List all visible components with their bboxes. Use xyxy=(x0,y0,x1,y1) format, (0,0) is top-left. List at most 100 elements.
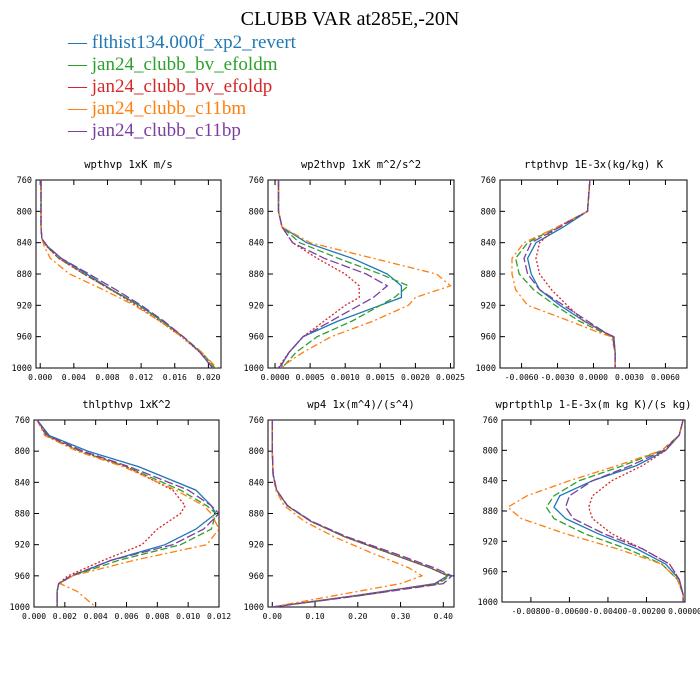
chart-panel: wp2thvp 1xK m^2/s^2 760 800 840 880 920 960 100… xyxy=(244,159,466,382)
chart-panel: wpthvp 1xK m/s76080084088092096010000.00… xyxy=(12,159,222,382)
y-tick-label: 960 xyxy=(249,572,264,582)
series-line xyxy=(553,420,684,602)
chart-panel: wp4 1x(m^4)/(s^4)76080084088092096010000… xyxy=(244,399,455,621)
chart-title: wp2thvp 1xK m^2/s^2 xyxy=(301,159,421,171)
series-line xyxy=(271,420,424,607)
y-tick-label: 800 xyxy=(249,207,264,217)
y-tick-label: 760 xyxy=(15,416,30,426)
x-tick-label: -0.00600 xyxy=(550,607,589,616)
y-tick-label: 840 xyxy=(481,239,496,249)
x-tick-label: -0.0030 xyxy=(541,373,575,382)
series-line xyxy=(526,180,616,368)
x-tick-label: 0.002 xyxy=(53,612,77,621)
y-tick-label: 800 xyxy=(17,207,32,217)
y-tick-label: 1000 xyxy=(478,598,498,608)
chart-title: rtpthvp 1E-3x(kg/kg) K xyxy=(524,159,664,171)
y-tick-label: 920 xyxy=(15,541,30,551)
x-tick-label: 0.0000 xyxy=(261,373,290,382)
x-tick-label: 0.00000 xyxy=(668,607,700,616)
chart-panel: wprtpthlp 1-E-3x(m kg K)/(s kg) 760 800 840… xyxy=(478,399,700,616)
y-tick-label: 800 xyxy=(15,447,30,457)
legend-item: — jan24_clubb_bv_efoldm xyxy=(68,54,296,76)
x-tick-label: 0.000 xyxy=(28,373,52,382)
y-tick-label: 920 xyxy=(249,301,264,311)
y-tick-label: 920 xyxy=(17,301,32,311)
x-tick-label: 0.010 xyxy=(176,612,200,621)
series-line xyxy=(36,420,219,607)
series-line xyxy=(545,420,684,602)
series-line xyxy=(40,180,216,368)
y-tick-label: 880 xyxy=(481,270,496,280)
x-tick-label: -0.0060 xyxy=(505,373,539,382)
x-tick-label: 0.0030 xyxy=(615,373,644,382)
y-tick-label: 760 xyxy=(483,416,498,426)
y-tick-label: 840 xyxy=(249,478,264,488)
y-tick-label: 760 xyxy=(17,176,32,186)
x-tick-label: 0.0000 xyxy=(579,373,608,382)
x-tick-label: 0.004 xyxy=(62,373,86,382)
x-tick-label: 0.0015 xyxy=(366,373,395,382)
series-line xyxy=(277,180,389,368)
legend-label: jan24_clubb_bv_efoldm xyxy=(91,54,278,75)
series-line xyxy=(277,180,360,368)
plot-frame xyxy=(501,419,686,603)
plot-frame xyxy=(267,179,455,369)
series-line xyxy=(588,420,684,602)
x-tick-label: 0.012 xyxy=(207,612,231,621)
x-tick-label: 0.020 xyxy=(196,373,220,382)
plot-frame xyxy=(35,179,222,369)
chart-panel: thlpthvp 1xK^276080084088092096010000.00… xyxy=(10,399,232,621)
series-line xyxy=(271,420,454,607)
legend-item: — jan24_clubb_bv_efoldp xyxy=(68,76,296,98)
chart-title: thlpthvp 1xK^2 xyxy=(82,399,171,411)
legend-swatch: — xyxy=(68,76,92,97)
y-tick-label: 960 xyxy=(481,333,496,343)
legend-label: jan24_clubb_bv_efoldp xyxy=(91,76,273,97)
x-tick-label: 0.0005 xyxy=(296,373,325,382)
chart-title: wprtpthlp 1-E-3x(m kg K)/(s kg) xyxy=(496,399,692,411)
legend-swatch: — xyxy=(68,32,92,53)
y-tick-label: 880 xyxy=(483,507,498,517)
y-tick-label: 920 xyxy=(249,541,264,551)
x-tick-label: -0.00200 xyxy=(627,607,666,616)
x-tick-label: 0.40 xyxy=(434,612,453,621)
x-tick-label: 0.30 xyxy=(391,612,410,621)
x-tick-label: 0.10 xyxy=(305,612,324,621)
x-tick-label: 0.0060 xyxy=(651,373,680,382)
y-tick-label: 880 xyxy=(15,510,30,520)
x-tick-label: 0.000 xyxy=(22,612,46,621)
legend-label: jan24_clubb_c11bp xyxy=(91,120,241,141)
series-line xyxy=(40,180,214,368)
series-line xyxy=(535,180,616,368)
legend-swatch: — xyxy=(68,98,92,119)
series-line xyxy=(36,420,219,607)
x-tick-label: 0.006 xyxy=(114,612,138,621)
x-tick-label: 0.008 xyxy=(145,612,169,621)
y-tick-label: 800 xyxy=(249,447,264,457)
x-tick-label: -0.00800 xyxy=(512,607,551,616)
y-tick-label: 800 xyxy=(483,446,498,456)
y-tick-label: 880 xyxy=(17,270,32,280)
y-tick-label: 1000 xyxy=(12,364,32,374)
plot-frame xyxy=(499,179,688,369)
y-tick-label: 880 xyxy=(249,270,264,280)
series-line xyxy=(277,180,403,368)
y-tick-label: 760 xyxy=(249,176,264,186)
series-line xyxy=(277,180,410,368)
legend-swatch: — xyxy=(68,54,92,75)
y-tick-label: 960 xyxy=(483,568,498,578)
series-line xyxy=(277,180,452,368)
x-tick-label: 0.012 xyxy=(129,373,153,382)
legend-item: — jan24_clubb_c11bp xyxy=(68,120,296,142)
y-tick-label: 880 xyxy=(249,510,264,520)
y-tick-label: 760 xyxy=(249,416,264,426)
y-tick-label: 840 xyxy=(483,477,498,487)
y-tick-label: 840 xyxy=(17,239,32,249)
y-tick-label: 800 xyxy=(481,207,496,217)
series-line xyxy=(40,180,218,368)
chart-title: wpthvp 1xK m/s xyxy=(84,159,173,171)
legend-label: jan24_clubb_c11bm xyxy=(91,98,247,119)
series-line xyxy=(523,180,616,368)
legend-item: — flthist134.000f_xp2_revert xyxy=(68,32,296,54)
